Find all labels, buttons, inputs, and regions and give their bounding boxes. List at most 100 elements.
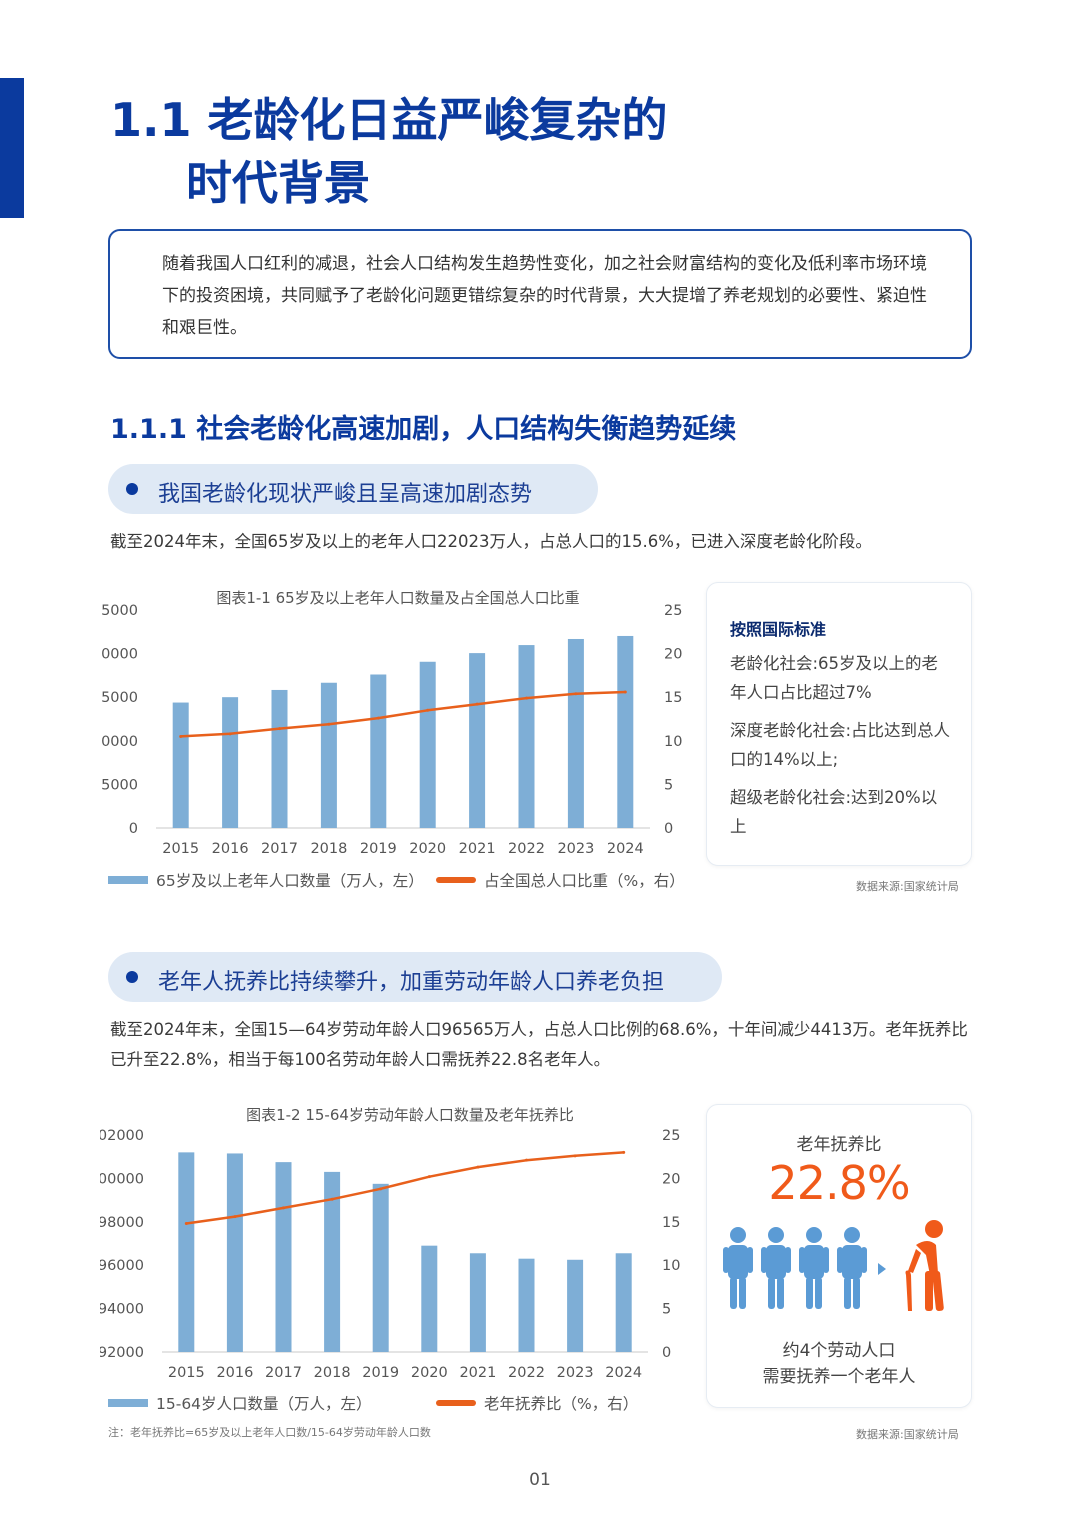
section-title: 1.1.1 社会老龄化高速加剧，人口结构失衡趋势延续 [110,414,737,445]
chart-title: 图表1-2 15-64岁劳动年龄人口数量及老年抚养比 [246,1106,574,1124]
pill-heading-1 [108,464,598,514]
legend-label-bar: 15-64岁人口数量（万人，左） [156,1395,372,1413]
x-tick-label: 2021 [459,841,496,857]
bar-2023 [567,638,584,828]
line-point-2021 [475,702,479,706]
x-tick-label: 2023 [557,841,594,857]
bar-2020 [421,1245,438,1352]
line-point-2018 [327,722,331,726]
legend-swatch-bar [108,876,148,884]
bar-2021 [469,653,486,828]
x-tick-label: 2016 [216,1365,253,1381]
arrow-right-icon [878,1263,886,1275]
standards-card [706,582,972,866]
y-right-tick-label: 5 [662,1302,671,1318]
bar-2022 [518,1258,535,1352]
bullet-dot-icon [126,483,138,495]
line-point-2016 [233,1215,237,1219]
intro-text: 随着我国人口红利的减退，社会人口结构发生趋势性变化，加之社会财富结构的变化及低利… [162,254,927,338]
legend-swatch-line [436,1400,476,1406]
data-source-1: 数据来源:国家统计局 [856,880,959,893]
data-source-2: 数据来源:国家统计局 [856,1428,959,1441]
bar-2019 [370,674,387,828]
bar-2023 [567,1259,584,1352]
legend-label-line: 老年抚养比（%，右） [484,1395,638,1413]
elder-person-icon [905,1220,944,1312]
x-tick-label: 2015 [168,1365,205,1381]
line-point-2020 [427,1175,431,1179]
pill-heading-2-text: 老年人抚养比持续攀升，加重劳动年龄人口养老负担 [158,970,665,995]
y-right-tick-label: 0 [662,1345,671,1361]
y-left-tick-label: 25000 [100,603,138,619]
y-left-tick-label: 100000 [100,1171,144,1187]
block1-paragraph: 截至2024年末，全国65岁及以上的老年人口22023万人，占总人口的15.6%… [110,532,872,551]
bar-2021 [469,1253,486,1352]
bar-2017 [271,689,288,828]
x-tick-label: 2019 [360,841,397,857]
bar-2017 [275,1162,292,1352]
dependency-value: 22.8% [768,1156,910,1210]
worker-person-icon [761,1227,791,1309]
line-point-2021 [476,1165,480,1169]
y-right-tick-label: 10 [664,734,682,750]
bar-2016 [222,697,239,828]
worker-person-icon [837,1227,867,1309]
bullet-dot-icon [126,971,138,983]
y-left-tick-label: 0 [129,821,138,837]
line-point-2024 [623,690,627,694]
line-point-2022 [525,696,528,700]
footnote: 注：老年抚养比=65岁及以上老年人口数/15-64岁劳动年龄人口数 [108,1426,431,1439]
y-right-tick-label: 0 [664,821,673,837]
worker-person-icon [799,1227,829,1309]
line-point-2018 [330,1197,334,1201]
x-tick-label: 2018 [310,841,347,857]
y-right-tick-label: 25 [662,1128,680,1144]
x-tick-label: 2019 [362,1365,399,1381]
y-left-tick-label: 102000 [100,1128,144,1144]
x-tick-label: 2017 [265,1365,302,1381]
y-left-tick-label: 5000 [101,777,138,793]
x-tick-label: 2022 [508,1365,545,1381]
page-title-line1: 1.1 老龄化日益严峻复杂的 [110,93,668,147]
x-tick-label: 2024 [607,841,644,857]
y-left-tick-label: 10000 [100,734,138,750]
bar-2024 [615,1253,632,1352]
y-right-tick-label: 15 [664,690,682,706]
standards-card-title: 按照国际标准 [730,620,827,639]
dependency-caption-line1: 约4个劳动人口 [782,1341,896,1361]
bar-2019 [372,1183,389,1352]
y-left-tick-label: 15000 [100,690,138,706]
y-left-tick-label: 94000 [100,1302,144,1318]
line-point-2023 [573,1154,577,1158]
y-left-tick-label: 98000 [100,1215,144,1231]
x-tick-label: 2015 [162,841,199,857]
y-right-tick-label: 10 [662,1258,680,1274]
bar-2015 [178,1152,195,1352]
bar-2018 [324,1171,341,1352]
dependency-caption-line2: 需要抚养一个老年人 [762,1367,916,1387]
y-right-tick-label: 5 [664,777,673,793]
line-series [180,690,626,738]
line-point-2022 [525,1158,528,1162]
legend-swatch-bar [108,1399,148,1407]
standards-item: 老龄化社会:65岁及以上的老年人口占比超过7% [730,654,939,702]
line-point-2019 [379,1187,383,1191]
y-right-tick-label: 25 [664,603,682,619]
line-point-2023 [574,692,578,696]
x-tick-label: 2017 [261,841,298,857]
accent-bar [0,78,24,218]
line-point-2017 [282,1206,285,1210]
x-tick-label: 2024 [605,1365,642,1381]
pill-heading-1-text: 我国老龄化现状严峻且呈高速加剧态势 [158,482,533,507]
intro-box [108,229,972,359]
x-tick-label: 2021 [459,1365,496,1381]
line-point-2015 [179,734,183,738]
x-tick-label: 2023 [557,1365,594,1381]
line-point-2024 [622,1150,626,1154]
standards-item: 超级老龄化社会:达到20%以上 [730,788,938,836]
legend-label-line: 占全国总人口比重（%，右） [484,872,685,890]
x-tick-label: 2022 [508,841,545,857]
block2-paragraph: 截至2024年末，全国15—64岁劳动年龄人口96565万人，占总人口比例的68… [110,1020,968,1069]
line-point-2015 [184,1222,188,1226]
legend-swatch-line [436,877,476,883]
